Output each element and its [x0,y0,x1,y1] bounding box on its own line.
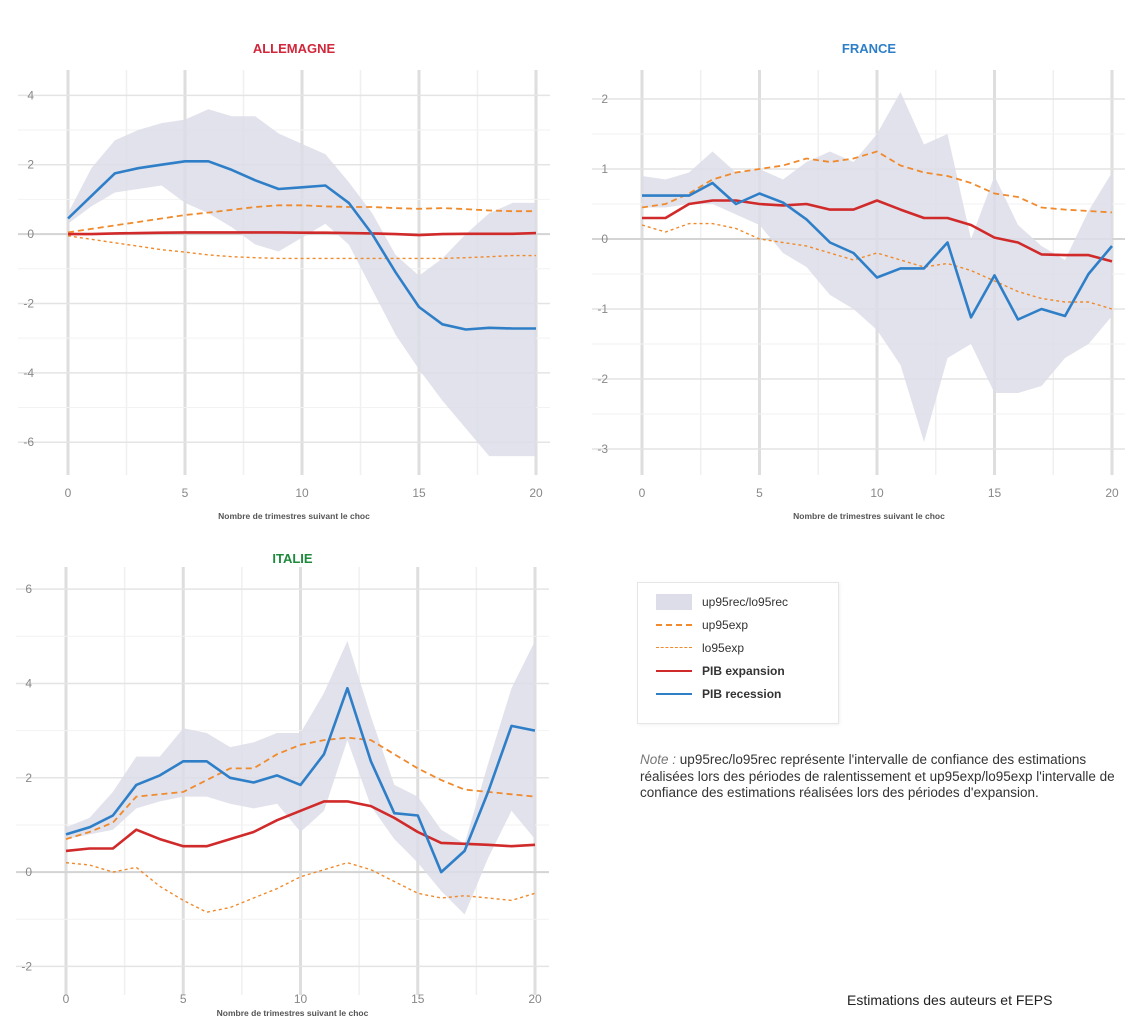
note: Note : up95rec/lo95rec représente l'inte… [640,752,1120,802]
band-up95rec/lo95rec [642,92,1112,442]
y-tick-label: -2 [21,959,32,973]
x-tick-label: 20 [528,992,542,1006]
x-axis-label: Nombre de trimestres suivant le choc [218,511,370,521]
series-line-pib-recession [65,686,536,874]
legend-label: lo95exp [702,641,745,655]
note-key: Note : [640,752,677,767]
series-line-pib-expansion [642,199,1113,263]
legend-label: PIB expansion [702,664,785,678]
legend-item-pib-expansion: PIB expansion [656,660,785,682]
legend-swatch [656,686,692,702]
legend-swatch [656,617,692,633]
series-line-pib-recession [642,181,1113,321]
y-tick-label: 1 [601,162,608,176]
x-tick-label: 5 [182,486,189,500]
x-tick-label: 0 [65,486,72,500]
y-tick-label: 2 [25,771,32,785]
y-tick-label: -3 [597,442,608,456]
chart-panel-2: -2 0 2 4 6 0 5 10 15 20 ITALIE Nombre de trimestres… [16,551,549,1018]
series-line-up95exp [65,736,536,840]
x-tick-label: 10 [294,992,308,1006]
chart-title: ITALIE [272,551,313,566]
y-tick-label: 6 [25,582,32,596]
x-tick-label: 15 [411,992,425,1006]
source-text: Estimations des auteurs et FEPS [847,992,1053,1008]
legend-swatch [656,663,692,679]
legend-label: PIB recession [702,687,782,701]
x-axis-label: Nombre de trimestres suivant le choc [793,511,945,521]
y-tick-label: 0 [25,865,32,879]
legend-item-up95rec-lo95rec: up95rec/lo95rec [656,591,788,613]
series-line-pib-recession [67,160,536,331]
y-tick-label: 2 [601,92,608,106]
legend-item-up95exp: up95exp [656,614,748,636]
note-text: up95rec/lo95rec représente l'intervalle … [640,752,1115,800]
y-tick-label: 0 [601,232,608,246]
series-line-pib-expansion [65,800,536,853]
series-line-up95exp [67,204,536,234]
x-tick-label: 20 [1105,486,1119,500]
x-tick-label: 15 [988,486,1002,500]
legend-swatch [656,594,692,610]
x-tick-label: 0 [639,486,646,500]
y-tick-label: -2 [23,296,34,310]
y-tick-label: 4 [25,676,32,690]
x-tick-label: 5 [756,486,763,500]
chart-title: FRANCE [842,41,896,56]
x-tick-label: 0 [63,992,70,1006]
x-axis-label: Nombre de trimestres suivant le choc [217,1008,369,1018]
chart-panel-0: -6 -4 -2 0 2 4 0 5 10 15 20 ALLEMAGNE Nombre de trim… [18,41,550,521]
legend: up95rec/lo95rec up95exp lo95exp PIB expansi… [637,582,839,724]
series-line-lo95exp [641,222,1113,310]
y-tick-label: -1 [597,302,608,316]
legend-label: up95rec/lo95rec [702,595,789,609]
x-tick-label: 10 [870,486,884,500]
legend-label: up95exp [702,618,749,632]
x-tick-label: 20 [529,486,543,500]
y-tick-label: -4 [23,366,34,380]
y-tick-label: -2 [597,372,608,386]
legend-item-lo95exp: lo95exp [656,637,744,659]
chart-title: ALLEMAGNE [253,41,336,56]
y-tick-label: 4 [27,88,34,102]
band-up95rec/lo95rec [66,641,535,915]
legend-item-pib-recession: PIB recession [656,683,781,705]
series-line-lo95exp [65,862,536,913]
x-tick-label: 10 [295,486,309,500]
legend-swatch [656,640,692,656]
y-tick-label: 0 [27,227,34,241]
series-line-pib-expansion [68,231,537,237]
x-tick-label: 5 [180,992,187,1006]
series-line-up95exp [641,150,1113,214]
band-up95rec/lo95rec [68,109,536,457]
x-tick-label: 15 [412,486,426,500]
y-tick-label: -6 [23,435,34,449]
y-tick-label: 2 [27,158,34,172]
series-line-lo95exp [67,235,536,260]
